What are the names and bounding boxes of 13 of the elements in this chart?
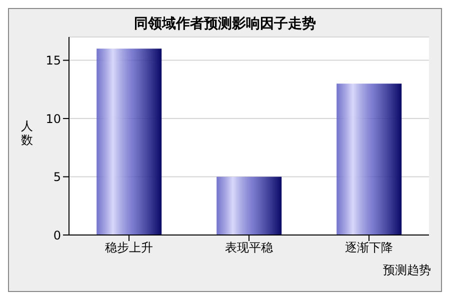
- y-tick-label: 10: [46, 112, 61, 126]
- y-tick-label: 0: [53, 228, 61, 242]
- x-tick-label: 稳步上升: [105, 240, 153, 255]
- bar: [216, 176, 282, 235]
- x-tick-label: 表现平稳: [225, 240, 273, 255]
- y-axis-title: 人数: [21, 119, 34, 147]
- x-tick-label: 逐渐下降: [345, 240, 393, 255]
- bar: [336, 84, 402, 235]
- chart-title: 同领域作者预测影响因子走势: [133, 15, 317, 33]
- x-axis-title: 预测趋势: [383, 262, 431, 279]
- y-tick-label: 5: [53, 170, 61, 184]
- bar: [96, 48, 162, 235]
- y-tick-label: 15: [46, 54, 61, 68]
